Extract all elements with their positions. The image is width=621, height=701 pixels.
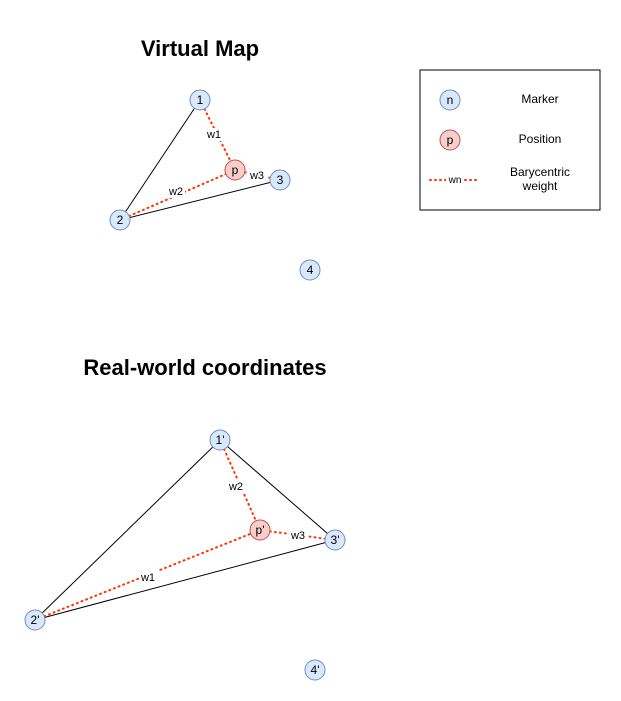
weight-label-w1: w1 bbox=[206, 129, 221, 141]
legend-position-symbol-label: p bbox=[447, 133, 454, 147]
marker-4-prime-label: 4' bbox=[311, 663, 320, 677]
marker-1: 1 bbox=[189, 89, 211, 111]
weight-label-w1-real: w1 bbox=[140, 572, 155, 584]
weight-line-w2 bbox=[119, 169, 236, 221]
legend-position-label: Position bbox=[519, 132, 562, 146]
marker-1-prime: 1' bbox=[209, 429, 231, 451]
w1-real-label-bg bbox=[139, 570, 158, 583]
w1-label-bg bbox=[205, 128, 223, 141]
w2-label-bg bbox=[167, 185, 185, 198]
marker-2-prime-label: 2' bbox=[31, 613, 40, 627]
edge-1-2 bbox=[119, 99, 201, 221]
marker-1-label: 1 bbox=[197, 93, 204, 107]
legend-weight-entry: wn Barycentric weight bbox=[429, 165, 570, 193]
legend-marker-symbol bbox=[439, 89, 461, 111]
real-world-title: Real-world coordinates bbox=[83, 355, 326, 380]
marker-2-label: 2 bbox=[117, 213, 124, 227]
marker-3-prime: 3' bbox=[324, 529, 346, 551]
legend-weight-label-line1: Barycentric bbox=[510, 165, 570, 179]
marker-2: 2 bbox=[109, 209, 131, 231]
w2-real-label-bg bbox=[227, 479, 246, 492]
marker-3-prime-label: 3' bbox=[331, 533, 340, 547]
edge-1p-2p bbox=[34, 439, 221, 621]
weight-label-w2: w2 bbox=[168, 186, 183, 198]
legend: n Marker p Position wn Barycentric weigh… bbox=[419, 69, 601, 211]
virtual-map-title: Virtual Map bbox=[141, 36, 259, 61]
legend-position-symbol bbox=[439, 129, 461, 151]
legend-weight-label-line2: weight bbox=[522, 179, 558, 193]
legend-marker-symbol-label: n bbox=[447, 93, 454, 107]
edge-1p-3p bbox=[219, 439, 336, 541]
marker-1-prime-label: 1' bbox=[216, 433, 225, 447]
w3-label-bg bbox=[248, 169, 267, 182]
legend-marker-entry: n Marker bbox=[439, 89, 559, 111]
virtual-map: Virtual Map w1 w2 w3 1 2 3 4 bbox=[109, 36, 321, 281]
legend-weight-symbol: wn bbox=[448, 175, 462, 186]
marker-4: 4 bbox=[299, 259, 321, 281]
weight-label-w2-real: w2 bbox=[228, 481, 243, 493]
marker-4-prime: 4' bbox=[304, 659, 326, 681]
edge-2p-3p bbox=[34, 539, 336, 621]
marker-3-label: 3 bbox=[277, 173, 284, 187]
position-p-prime: p' bbox=[249, 519, 271, 541]
position-p-label: p bbox=[232, 163, 239, 177]
real-world: Real-world coordinates w2 w1 w3 1' 2' 3' bbox=[24, 355, 346, 681]
position-p-prime-label: p' bbox=[256, 523, 265, 537]
marker-3: 3 bbox=[269, 169, 291, 191]
marker-2-prime: 2' bbox=[24, 609, 46, 631]
weight-label-w3: w3 bbox=[249, 170, 264, 182]
legend-marker-label: Marker bbox=[521, 92, 558, 106]
legend-position-entry: p Position bbox=[439, 129, 562, 151]
position-p: p bbox=[224, 159, 246, 181]
edge-2-3 bbox=[119, 179, 281, 221]
w3-real-label-bg bbox=[289, 529, 308, 542]
legend-weight-label-bg bbox=[446, 174, 464, 186]
marker-4-label: 4 bbox=[307, 263, 314, 277]
weight-label-w3-real: w3 bbox=[290, 530, 305, 542]
